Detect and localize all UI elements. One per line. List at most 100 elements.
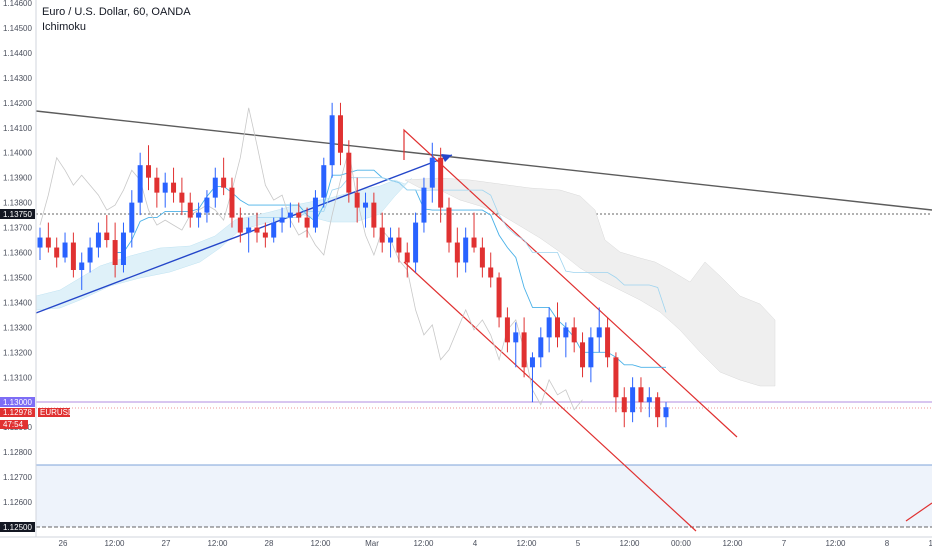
tag-symbol[interactable]: EURUSD — [40, 408, 74, 417]
candle[interactable] — [630, 377, 636, 423]
candle[interactable] — [196, 202, 202, 228]
candle[interactable] — [546, 307, 552, 353]
candle[interactable] — [513, 322, 519, 368]
candle[interactable] — [337, 102, 343, 166]
candle[interactable] — [463, 227, 469, 273]
candle[interactable] — [638, 377, 644, 413]
price-axis[interactable] — [0, 0, 36, 537]
candle[interactable] — [287, 202, 293, 228]
candle[interactable] — [262, 222, 268, 248]
candle[interactable] — [454, 227, 460, 278]
candle[interactable] — [529, 352, 535, 403]
candle[interactable] — [429, 142, 435, 203]
candle[interactable] — [312, 190, 318, 233]
candle[interactable] — [162, 172, 168, 208]
candle[interactable] — [413, 212, 419, 273]
candle[interactable] — [70, 232, 76, 278]
tag-level-1[interactable]: 1.13750 — [3, 210, 32, 219]
candle[interactable] — [580, 332, 586, 378]
candle[interactable] — [388, 227, 394, 258]
candle[interactable] — [129, 190, 135, 248]
candle[interactable] — [554, 302, 560, 348]
tag-price[interactable]: 1.12978 — [3, 408, 32, 417]
candle-body — [129, 202, 135, 233]
candle[interactable] — [471, 212, 477, 253]
candle[interactable] — [371, 192, 377, 238]
candle[interactable] — [279, 207, 285, 233]
candle[interactable] — [538, 327, 544, 368]
candle[interactable] — [379, 212, 385, 253]
support-zone[interactable] — [36, 465, 932, 527]
candle[interactable] — [87, 237, 93, 273]
price-tick-label: 1.14300 — [3, 74, 32, 83]
candle[interactable] — [112, 222, 118, 278]
lagging-span-line — [39, 107, 583, 411]
candle[interactable] — [271, 217, 277, 243]
candle[interactable] — [137, 152, 143, 216]
candle[interactable] — [229, 177, 235, 228]
price-tick-label: 1.14000 — [3, 149, 32, 158]
candle[interactable] — [521, 317, 527, 378]
candle[interactable] — [204, 190, 210, 223]
candles-group[interactable] — [37, 102, 669, 428]
candle[interactable] — [221, 157, 227, 196]
channel-upper-line[interactable] — [403, 128, 738, 438]
candle[interactable] — [246, 217, 252, 253]
candle[interactable] — [146, 145, 152, 191]
candle[interactable] — [363, 192, 369, 228]
candle[interactable] — [396, 227, 402, 263]
candle[interactable] — [496, 272, 502, 328]
ascending-trendline[interactable] — [35, 154, 453, 314]
candle[interactable] — [120, 222, 126, 273]
candle[interactable] — [171, 167, 177, 203]
candle[interactable] — [296, 202, 302, 223]
candle-body — [321, 165, 327, 198]
candle[interactable] — [446, 197, 452, 253]
candle[interactable] — [663, 402, 669, 428]
candle[interactable] — [346, 140, 352, 203]
candle[interactable] — [438, 147, 444, 223]
candle[interactable] — [187, 192, 193, 228]
candle[interactable] — [179, 177, 185, 216]
candle[interactable] — [62, 232, 68, 263]
descending-trendline[interactable] — [35, 110, 932, 211]
candle[interactable] — [54, 237, 60, 268]
candle[interactable] — [321, 157, 327, 208]
tag-level-3[interactable]: 1.12500 — [3, 523, 32, 532]
candle[interactable] — [254, 212, 260, 243]
candle[interactable] — [588, 327, 594, 383]
candle[interactable] — [621, 387, 627, 428]
tag-level-2[interactable]: 1.13000 — [3, 398, 32, 407]
candle[interactable] — [404, 242, 410, 278]
candle[interactable] — [571, 317, 577, 353]
candle[interactable] — [104, 215, 110, 248]
candle[interactable] — [613, 352, 619, 413]
candle[interactable] — [304, 207, 310, 238]
time-axis[interactable] — [0, 537, 932, 550]
candle[interactable] — [605, 317, 611, 368]
candle[interactable] — [212, 167, 218, 208]
candle[interactable] — [596, 307, 602, 353]
candle[interactable] — [504, 307, 510, 353]
candle[interactable] — [45, 222, 51, 253]
candle[interactable] — [479, 237, 485, 278]
candle-body — [204, 197, 210, 213]
candle[interactable] — [563, 322, 569, 358]
candle[interactable] — [354, 177, 360, 223]
candle[interactable] — [95, 222, 101, 258]
candle[interactable] — [421, 177, 427, 233]
candle[interactable] — [37, 227, 43, 261]
candle[interactable] — [329, 102, 335, 178]
candle[interactable] — [154, 167, 160, 208]
symbol-title[interactable]: Euro / U.S. Dollar, 60, OANDA — [42, 6, 191, 18]
candle[interactable] — [488, 252, 494, 288]
candle[interactable] — [655, 392, 661, 428]
candle[interactable] — [79, 252, 85, 290]
indicator-label[interactable]: Ichimoku — [42, 21, 87, 33]
channel-next-line[interactable] — [905, 502, 932, 522]
candle[interactable] — [646, 387, 652, 418]
candle[interactable] — [237, 207, 243, 243]
channel-lower-line[interactable] — [403, 261, 697, 532]
